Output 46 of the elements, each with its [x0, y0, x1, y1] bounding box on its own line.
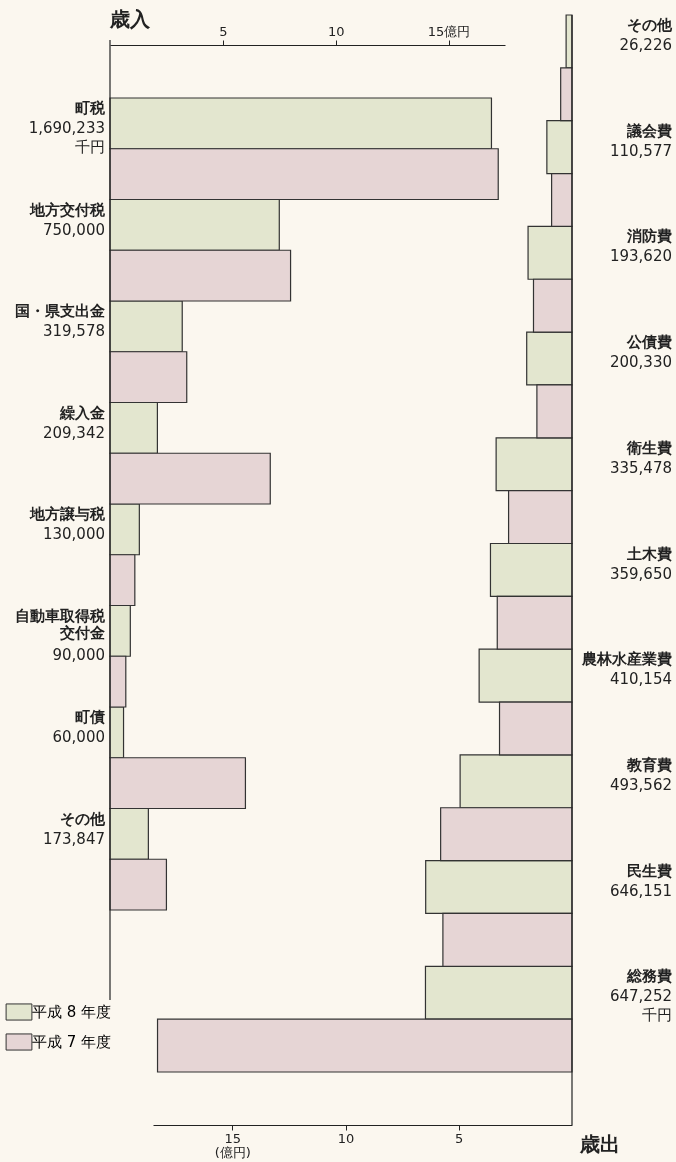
y-tick-label: 公債費 [626, 333, 672, 352]
text: 335,478 [609, 458, 672, 477]
y-tick-label: 地方譲与税 [29, 505, 106, 523]
x-tick-label: 5 [455, 1130, 464, 1146]
text: 319,578 [42, 322, 105, 340]
text: 193,620 [609, 247, 672, 266]
y-tick-label: その他 [60, 809, 106, 828]
legend-label: 平成 8 年度 [32, 1003, 112, 1021]
text: 493,562 [609, 775, 672, 794]
y-tick-label: 地方交付税 [29, 200, 106, 219]
text: 110,577 [609, 141, 672, 160]
text: 130,000 [42, 525, 105, 543]
x-tick-label: 10 [337, 1130, 355, 1146]
text: 60,000 [52, 728, 105, 746]
y-tick-label: 教育費 [626, 755, 672, 774]
y-tick-label: 議会費 [626, 121, 672, 140]
text: 647,252 千円 [609, 987, 672, 1025]
y-tick-label: 町債 [75, 708, 105, 726]
text: 173,847 [42, 829, 105, 848]
text: 26,226 [619, 36, 672, 54]
y-tick-label: 民生費 [627, 861, 672, 880]
text: 359,650 [609, 564, 672, 583]
y-tick-label: 国・県支出金 [15, 302, 105, 320]
text: 209,342 [42, 423, 105, 442]
text: 646,151 [609, 881, 672, 900]
y-tick-label: 繰入金 [59, 403, 105, 422]
x-tick-label: 15億円 [427, 23, 471, 39]
y-tick-label: 農林水産業費 [581, 650, 672, 669]
text: 90,000 [52, 645, 105, 664]
y-tick-label: 衛生費 [626, 438, 672, 457]
x-tick-label: 15 (億円) [214, 1130, 251, 1160]
y-tick-label: その他 [627, 16, 673, 34]
legend-label: 平成 7 年度 [32, 1033, 112, 1051]
text: 200,330 [609, 353, 672, 372]
y-tick-label: 土木費 [626, 544, 672, 563]
y-tick-label: 総務費 [626, 967, 672, 986]
y-tick-label: 消防費 [626, 227, 672, 246]
x-tick-label: 5 [219, 23, 228, 39]
y-tick-label: 自動車取得税交付金 [15, 606, 106, 642]
text: 410,154 [609, 670, 672, 689]
text: 歳出 [579, 1132, 620, 1156]
text: 750,000 [42, 220, 105, 239]
y-tick-label: 町税 [75, 99, 106, 117]
text: 1,690,233 千円 [28, 119, 105, 156]
chart-title: 歳入 [109, 7, 151, 31]
x-tick-label: 10 [327, 23, 345, 39]
